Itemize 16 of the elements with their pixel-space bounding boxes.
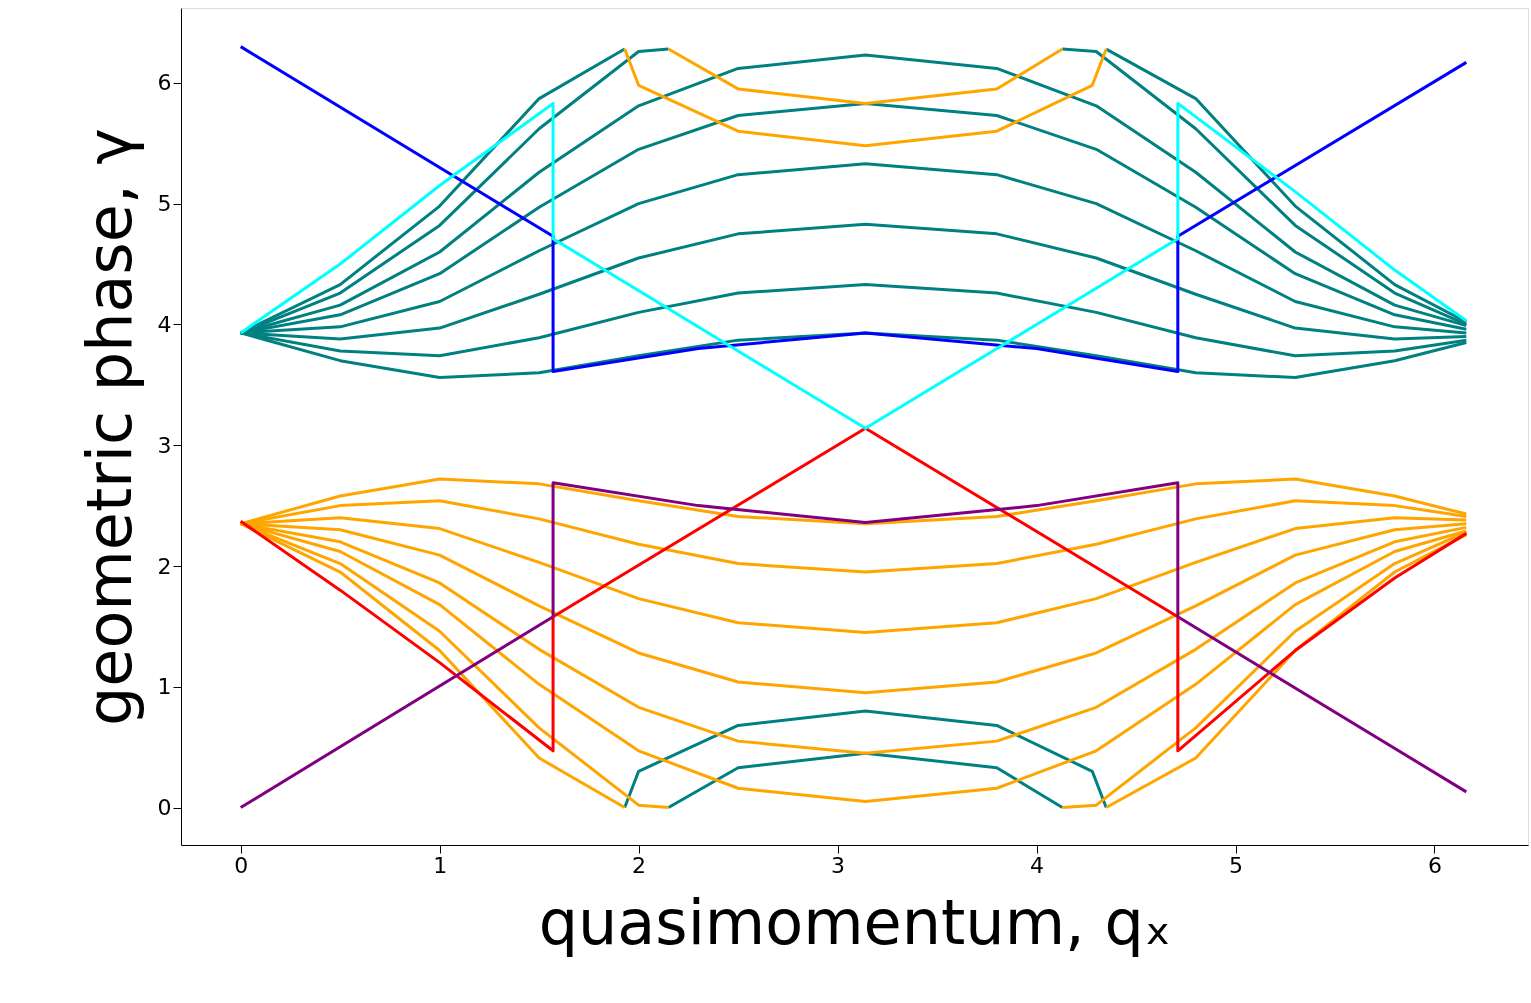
y-axis-title: geometric phase, γ (72, 128, 146, 726)
x-axis-title: quasimomentum, qₓ (538, 885, 1172, 959)
x-tick-label: 0 (234, 852, 249, 878)
x-tick-label: 5 (1229, 852, 1244, 878)
y-tick-label: 6 (157, 70, 172, 96)
y-tick-label: 5 (157, 191, 172, 217)
y-tick-label: 2 (157, 553, 172, 579)
x-tick-label: 4 (1030, 852, 1045, 878)
y-tick-label: 1 (157, 674, 172, 700)
x-tick-label: 6 (1427, 852, 1442, 878)
y-tick-label: 0 (157, 795, 172, 821)
y-tick-label: 3 (157, 432, 172, 458)
y-tick-label: 4 (157, 311, 172, 337)
x-tick-label: 1 (433, 852, 448, 878)
x-tick-label: 2 (632, 852, 647, 878)
x-tick-label: 3 (831, 852, 846, 878)
